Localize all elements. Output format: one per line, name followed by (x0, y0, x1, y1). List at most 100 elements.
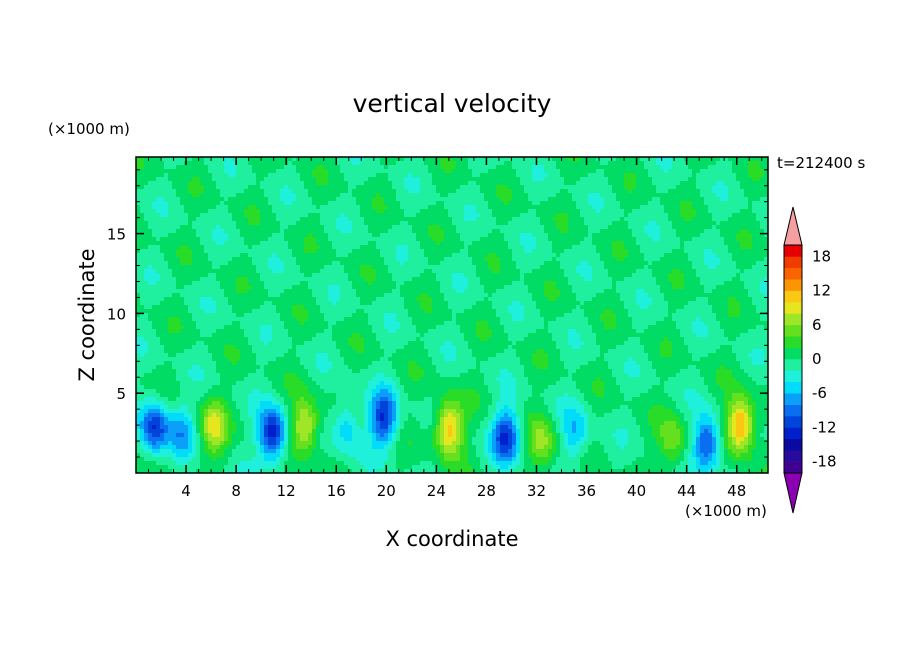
field-cell (588, 157, 593, 162)
field-cell (340, 265, 345, 270)
field-cell (496, 173, 501, 178)
field-cell (236, 221, 241, 226)
field-cell (144, 245, 149, 250)
field-cell (596, 189, 601, 194)
field-cell (600, 269, 605, 274)
field-cell (672, 169, 677, 174)
field-cell (200, 189, 205, 194)
field-cell (584, 201, 589, 206)
field-cell (436, 249, 441, 254)
field-cell (228, 241, 233, 246)
field-cell (388, 197, 393, 202)
field-cell (248, 205, 253, 210)
field-cell (476, 165, 481, 170)
field-cell (372, 205, 377, 210)
field-cell (472, 213, 477, 218)
field-cell (460, 209, 465, 214)
field-cell (376, 205, 381, 210)
field-cell (576, 177, 581, 182)
field-cell (176, 221, 181, 226)
field-cell (232, 193, 237, 198)
field-cell (376, 217, 381, 222)
field-cell (264, 241, 269, 246)
field-cell (188, 173, 193, 178)
field-cell (200, 209, 205, 214)
field-cell (552, 197, 557, 202)
field-cell (516, 165, 521, 170)
field-cell (428, 201, 433, 206)
field-cell (408, 213, 413, 218)
field-cell (588, 229, 593, 234)
field-cell (248, 189, 253, 194)
field-cell (340, 229, 345, 234)
field-cell (456, 217, 461, 222)
field-cell (328, 261, 333, 266)
field-cell (616, 225, 621, 230)
field-cell (696, 225, 701, 230)
field-cell (712, 225, 717, 230)
field-cell (416, 181, 421, 186)
field-cell (744, 161, 749, 166)
field-cell (368, 205, 373, 210)
field-cell (568, 205, 573, 210)
field-cell (412, 205, 417, 210)
field-cell (632, 277, 637, 282)
field-cell (432, 261, 437, 266)
field-cell (388, 189, 393, 194)
field-cell (640, 221, 645, 226)
field-cell (480, 249, 485, 254)
field-cell (236, 201, 241, 206)
field-cell (168, 265, 173, 270)
field-cell (140, 249, 145, 254)
field-cell (300, 169, 305, 174)
field-cell (160, 157, 165, 162)
field-cell (152, 185, 157, 190)
field-cell (228, 161, 233, 166)
field-cell (700, 197, 705, 202)
field-cell (676, 253, 681, 258)
field-cell (720, 157, 725, 162)
field-cell (572, 229, 577, 234)
field-cell (624, 257, 629, 262)
field-cell (628, 249, 633, 254)
field-cell (396, 273, 401, 278)
field-cell (156, 233, 161, 238)
field-cell (756, 165, 761, 170)
field-cell (576, 253, 581, 258)
field-cell (568, 181, 573, 186)
field-cell (684, 181, 689, 186)
field-cell (456, 229, 461, 234)
field-cell (552, 165, 557, 170)
field-cell (420, 241, 425, 246)
field-cell (472, 217, 477, 222)
field-cell (672, 217, 677, 222)
field-cell (728, 185, 733, 190)
field-cell (224, 277, 229, 282)
field-cell (320, 185, 325, 190)
field-cell (536, 233, 541, 238)
field-cell (356, 209, 361, 214)
field-cell (484, 193, 489, 198)
field-cell (556, 257, 561, 262)
field-cell (168, 249, 173, 254)
field-cell (576, 161, 581, 166)
field-cell (604, 177, 609, 182)
field-cell (216, 273, 221, 278)
field-cell (496, 269, 501, 274)
field-cell (504, 217, 509, 222)
field-cell (148, 229, 153, 234)
field-cell (224, 161, 229, 166)
field-cell (700, 209, 705, 214)
field-cell (496, 229, 501, 234)
field-cell (192, 173, 197, 178)
field-cell (656, 245, 661, 250)
field-cell (312, 273, 317, 278)
field-cell (544, 209, 549, 214)
field-cell (220, 217, 225, 222)
field-cell (560, 273, 565, 278)
field-cell (468, 249, 473, 254)
field-cell (348, 157, 353, 162)
field-cell (496, 249, 501, 254)
field-cell (628, 169, 633, 174)
field-cell (636, 225, 641, 230)
